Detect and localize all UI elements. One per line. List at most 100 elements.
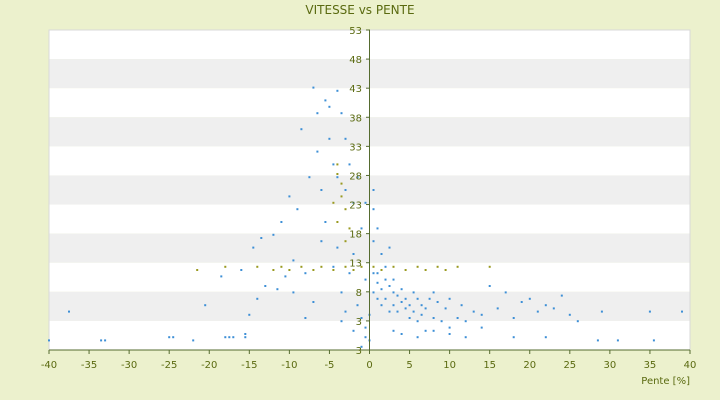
data-point: [600, 310, 603, 313]
data-point: [340, 320, 343, 323]
data-point: [308, 176, 311, 179]
data-point: [172, 336, 175, 339]
data-point: [380, 288, 383, 291]
data-point: [244, 336, 247, 339]
data-point: [480, 326, 483, 329]
data-point: [376, 227, 379, 230]
data-point: [456, 317, 459, 319]
x-tick-label: 0: [366, 360, 372, 371]
data-point: [496, 307, 499, 310]
y-tick-label: 23: [349, 201, 362, 212]
data-point: [256, 297, 259, 300]
data-point: [332, 265, 335, 268]
x-tick-label: -5: [324, 360, 334, 371]
data-point: [364, 278, 367, 281]
data-point: [420, 304, 423, 307]
data-point: [336, 176, 339, 179]
y-tick-label: 43: [349, 84, 362, 95]
x-tick-label: -10: [281, 360, 297, 371]
data-point: [568, 313, 571, 316]
data-point: [324, 99, 327, 102]
data-point: [312, 269, 315, 271]
data-point: [352, 201, 355, 204]
data-point: [392, 278, 395, 281]
y-tick-label: 8: [356, 288, 362, 299]
data-point: [436, 301, 439, 303]
chart-title: VITESSE vs PENTE: [305, 3, 414, 17]
data-point: [504, 291, 507, 294]
data-point: [416, 265, 419, 268]
data-point: [408, 304, 411, 307]
data-point: [320, 240, 323, 243]
data-point: [332, 163, 335, 166]
x-tick-label: 10: [443, 360, 456, 371]
data-point: [520, 301, 523, 303]
data-point: [300, 265, 303, 268]
data-point: [464, 336, 467, 339]
data-point: [304, 317, 307, 319]
data-point: [348, 163, 351, 166]
data-point: [384, 297, 387, 300]
data-point: [404, 307, 407, 310]
data-point: [344, 189, 347, 191]
data-point: [304, 272, 307, 275]
data-point: [440, 320, 443, 323]
data-point: [272, 233, 275, 236]
data-point: [168, 336, 171, 339]
data-point: [220, 275, 223, 278]
data-point: [364, 201, 367, 204]
data-point: [360, 317, 363, 319]
data-point: [240, 269, 243, 271]
data-point: [681, 310, 683, 313]
x-tick-label: 5: [406, 360, 412, 371]
data-point: [336, 163, 339, 166]
data-points: [48, 86, 683, 348]
data-point: [232, 336, 235, 339]
data-point: [344, 240, 347, 243]
data-point: [280, 221, 283, 223]
data-point: [292, 291, 295, 294]
data-point: [336, 173, 339, 175]
data-point: [352, 329, 355, 332]
data-point: [312, 86, 315, 89]
data-point: [324, 221, 327, 223]
data-point: [376, 297, 379, 300]
data-point: [248, 313, 251, 316]
x-tick-label: -35: [81, 360, 97, 371]
data-point: [68, 310, 70, 313]
data-point: [260, 237, 263, 239]
data-point: [456, 265, 459, 268]
data-point: [380, 269, 383, 271]
data-point: [244, 333, 247, 335]
data-point: [392, 329, 395, 332]
data-point: [652, 339, 655, 342]
y-tick-label: 33: [349, 142, 362, 153]
data-point: [300, 128, 303, 131]
data-point: [412, 291, 415, 294]
data-point: [204, 304, 207, 307]
data-point: [364, 336, 367, 339]
data-point: [336, 246, 339, 249]
data-point: [404, 297, 407, 300]
data-point: [372, 291, 375, 294]
x-tick-label: 15: [483, 360, 496, 371]
data-point: [224, 265, 227, 268]
data-point: [272, 269, 275, 271]
data-point: [404, 269, 407, 271]
y-tick-label: 28: [349, 171, 362, 182]
data-point: [432, 317, 435, 319]
data-point: [448, 297, 451, 300]
data-point: [196, 269, 199, 271]
data-point: [512, 317, 515, 319]
data-point: [336, 89, 339, 92]
data-point: [400, 301, 403, 303]
x-tick-labels: -40 -35 -30 -25 -20 -15 -10 -5 0 5 10 15 20 25 30 35 40: [41, 350, 696, 371]
data-point: [444, 269, 447, 271]
data-point: [344, 265, 347, 268]
data-point: [544, 304, 547, 307]
data-point: [280, 265, 283, 268]
x-tick-label: -25: [161, 360, 177, 371]
data-point: [316, 112, 319, 115]
x-tick-label: 20: [523, 360, 536, 371]
